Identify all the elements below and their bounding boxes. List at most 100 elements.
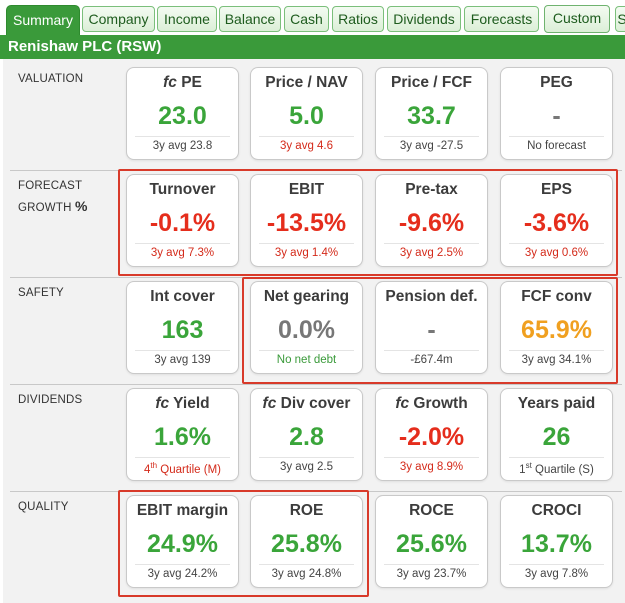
card-title-text: Yield [173,395,210,412]
ordinal-suffix: th [150,461,158,470]
card-fc-growth[interactable]: fc Growth -2.0% 3y avg 8.9% [375,388,488,481]
card-sub: 1st Quartile (S) [501,461,612,476]
card-fc-yield[interactable]: fc Yield 1.6% 4th Quartile (M) [126,388,239,481]
percent-symbol: % [75,198,88,214]
card-turnover[interactable]: Turnover -0.1% 3y avg 7.3% [126,174,239,267]
card-divider [135,564,230,565]
card-pre-tax[interactable]: Pre-tax -9.6% 3y avg 2.5% [375,174,488,267]
card-net-gearing[interactable]: Net gearing 0.0% No net debt [250,281,363,374]
quartile-text: Quartile (S) [531,463,594,476]
row-divider [10,170,622,171]
card-sub: 3y avg 0.6% [524,247,589,259]
card-pension-deficit[interactable]: Pension def. - -£67.4m [375,281,488,374]
card-title: ROCE [409,502,454,519]
card-ebit-margin[interactable]: EBIT margin 24.9% 3y avg 24.2% [126,495,239,588]
card-title: PEG [540,74,573,91]
card-price-fcf[interactable]: Price / FCF 33.7 3y avg -27.5 [375,67,488,160]
card-int-cover[interactable]: Int cover 163 3y avg 139 [126,281,239,374]
section-label-dividends: DIVIDENDS [18,394,83,406]
card-divider [384,457,479,458]
card-title: Int cover [150,288,215,305]
card-ebit[interactable]: EBIT -13.5% 3y avg 1.4% [250,174,363,267]
tab-bar: Summary Company Income Balance Cash Rati… [0,0,625,36]
section-label-forecast-growth: FORECAST GROWTH % [18,176,88,218]
card-fcf-conv[interactable]: FCF conv 65.9% 3y avg 34.1% [500,281,613,374]
card-sub: 3y avg 24.2% [147,568,218,580]
card-divider [259,564,354,565]
card-sub: 4th Quartile (M) [127,461,238,476]
card-sub: 3y avg 24.8% [271,568,342,580]
card-sub: No forecast [527,140,586,152]
card-title-text: Div cover [280,395,351,412]
card-eps[interactable]: EPS -3.6% 3y avg 0.6% [500,174,613,267]
card-fc-div-cover[interactable]: fc Div cover 2.8 3y avg 2.5 [250,388,363,481]
card-value: 65.9% [521,316,592,344]
card-roce[interactable]: ROCE 25.6% 3y avg 23.7% [375,495,488,588]
card-sub: 3y avg 7.8% [524,568,589,580]
card-divider [259,243,354,244]
tab-balance[interactable]: Balance [219,6,281,32]
card-title: fc Growth [376,395,487,413]
fc-prefix: fc [163,74,177,91]
card-sub: 3y avg 139 [154,354,211,366]
card-years-paid[interactable]: Years paid 26 1st Quartile (S) [500,388,613,481]
card-fc-pe[interactable]: fc PE 23.0 3y avg 23.8 [126,67,239,160]
card-title: fc Div cover [251,395,362,413]
card-title-text: PE [181,74,202,91]
tab-custom[interactable]: Custom [544,5,610,33]
card-divider [135,136,230,137]
card-divider [509,243,604,244]
card-sub: 3y avg 23.7% [396,568,467,580]
tab-overflow[interactable]: S [615,6,625,32]
card-title: Price / NAV [265,74,348,91]
card-title: ROE [289,502,324,519]
fc-prefix: fc [155,395,170,412]
card-title: FCF conv [521,288,592,305]
tab-forecasts[interactable]: Forecasts [464,6,539,32]
card-croci[interactable]: CROCI 13.7% 3y avg 7.8% [500,495,613,588]
card-sub: 3y avg 4.6 [279,140,334,152]
tab-company[interactable]: Company [82,6,155,32]
card-value: 163 [161,316,204,344]
card-value: -13.5% [266,209,347,237]
tab-cash[interactable]: Cash [284,6,329,32]
tab-income[interactable]: Income [157,6,217,32]
card-title: EPS [540,181,572,198]
quartile-number: 1 [519,463,526,476]
card-sub: 3y avg 7.3% [150,247,215,259]
card-title: Years paid [517,395,596,412]
card-divider [135,457,230,458]
card-title: Pension def. [385,288,478,305]
card-peg[interactable]: PEG - No forecast [500,67,613,160]
fc-prefix: fc [262,395,277,412]
card-price-nav[interactable]: Price / NAV 5.0 3y avg 4.6 [250,67,363,160]
card-sub: 3y avg 23.8 [152,140,213,152]
card-divider [259,350,354,351]
company-title: Renishaw PLC (RSW) [0,35,625,59]
card-divider [259,457,354,458]
card-divider [509,350,604,351]
card-value: 33.7 [407,102,456,130]
card-sub: 3y avg 8.9% [399,461,464,473]
tab-dividends[interactable]: Dividends [387,6,461,32]
card-sub: 3y avg 34.1% [521,354,592,366]
card-sub: 3y avg 1.4% [274,247,339,259]
card-divider [509,457,604,458]
card-divider [384,243,479,244]
card-value: 25.6% [396,530,467,558]
section-label-safety: SAFETY [18,287,64,299]
section-label-quality: QUALITY [18,501,69,513]
card-sub: 3y avg 2.5% [399,247,464,259]
card-value: 0.0% [278,316,335,344]
card-sub: 3y avg 2.5 [279,461,334,473]
card-title: EBIT margin [136,502,229,519]
card-value: -2.0% [398,423,465,451]
card-title-text: Growth [413,395,468,412]
card-sub: 3y avg -27.5 [399,140,464,152]
card-roe[interactable]: ROE 25.8% 3y avg 24.8% [250,495,363,588]
tab-summary[interactable]: Summary [6,5,80,36]
tab-ratios[interactable]: Ratios [332,6,384,32]
card-title: Net gearing [263,288,350,305]
card-divider [384,564,479,565]
card-value: 2.8 [289,423,324,451]
